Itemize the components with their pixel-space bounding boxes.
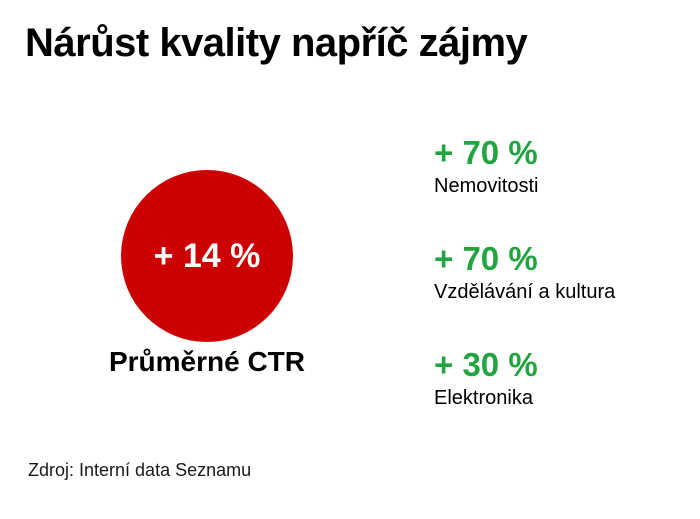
stat-value: + 30 % (434, 346, 538, 383)
category-stats-list: + 70 % Nemovitosti + 70 % Vzdělávání a k… (434, 134, 615, 452)
stat-label: Elektronika (434, 387, 533, 409)
average-ctr-circle: + 14 % (121, 170, 293, 342)
slide-title: Nárůst kvality napříč zájmy (25, 21, 528, 65)
stat-value: + 70 % (434, 240, 538, 277)
stat-item-elektronika: + 30 % Elektronika (434, 346, 615, 410)
stat-item-nemovitosti: + 70 % Nemovitosti (434, 134, 615, 198)
source-note: Zdroj: Interní data Seznamu (28, 460, 252, 480)
stat-item-vzdelavani-a-kultura: + 70 % Vzdělávání a kultura (434, 240, 615, 304)
stat-label: Vzdělávání a kultura (434, 281, 616, 303)
average-ctr-label: Průměrné CTR (108, 346, 306, 377)
stat-value: + 70 % (434, 134, 538, 171)
stat-label: Nemovitosti (434, 175, 539, 197)
average-ctr-value: + 14 % (153, 237, 261, 275)
